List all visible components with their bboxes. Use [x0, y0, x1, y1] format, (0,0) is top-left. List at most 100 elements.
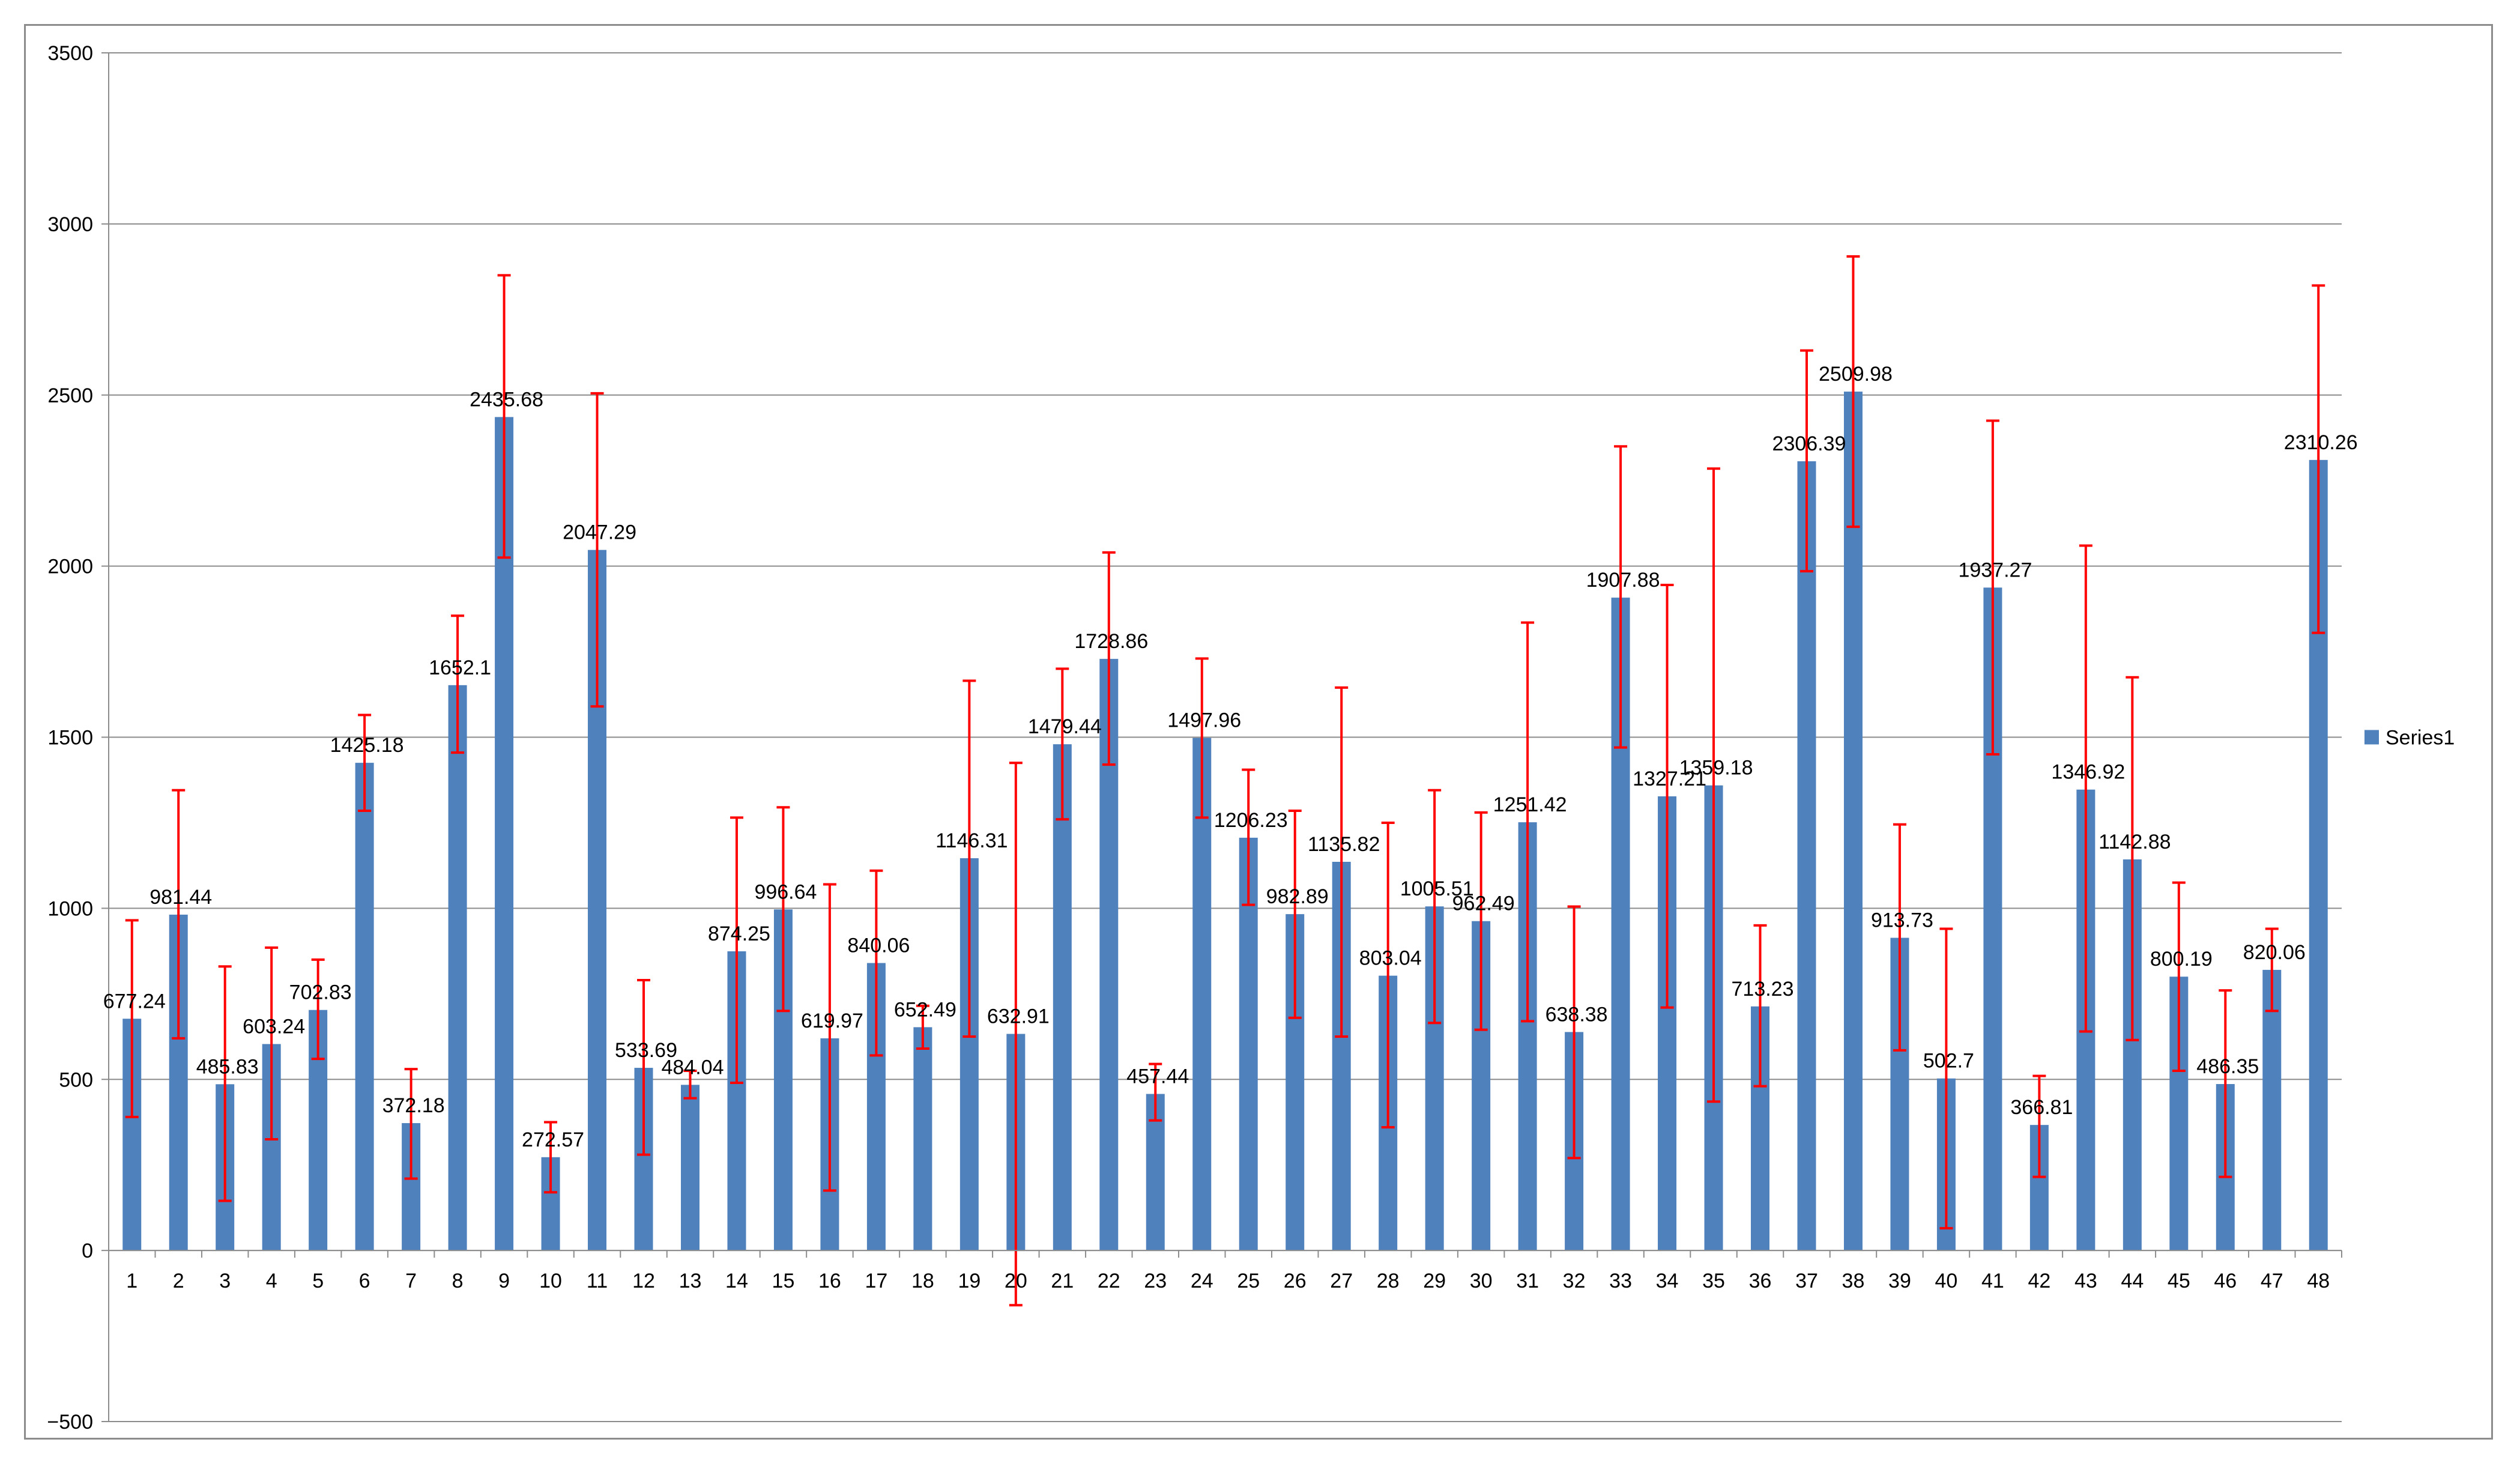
data-label: 874.25 [708, 922, 770, 945]
data-label: 1497.96 [1167, 709, 1241, 732]
x-tick-label: 28 [1377, 1270, 1400, 1292]
x-tick-label: 20 [1005, 1270, 1027, 1292]
data-label: 1206.23 [1214, 809, 1288, 832]
x-tick-label: 39 [1888, 1270, 1911, 1292]
chart-area: −500 0 500 1000 1500 2000 2500 3000 3500 1 2 3 4 5 6 7 8… [24, 24, 2493, 1440]
x-tick-label: 24 [1191, 1270, 1213, 1292]
x-tick-label: 38 [1842, 1270, 1865, 1292]
x-tick-label: 3 [219, 1270, 231, 1292]
bar [1797, 461, 1816, 1251]
bar [448, 685, 467, 1251]
y-tick-label: 3500 [47, 42, 93, 65]
x-tick-label: 2 [173, 1270, 184, 1292]
x-tick-label: 45 [2168, 1270, 2190, 1292]
x-tick-label: 6 [359, 1270, 370, 1292]
x-tick-label: 48 [2307, 1270, 2330, 1292]
bar [355, 763, 374, 1251]
data-label: 820.06 [2243, 941, 2306, 964]
x-tick-label: 37 [1795, 1270, 1818, 1292]
data-label: 1346.92 [2051, 761, 2125, 784]
data-label: 1005.51 [1400, 877, 1474, 900]
data-label: 913.73 [1871, 909, 1933, 932]
x-tick-label: 40 [1935, 1270, 1958, 1292]
x-tick-label: 17 [865, 1270, 887, 1292]
data-label: 996.64 [754, 880, 817, 903]
x-tick-label: 34 [1656, 1270, 1679, 1292]
data-label: 457.44 [1126, 1065, 1189, 1088]
data-label: 2310.26 [2284, 431, 2358, 454]
x-tick-label: 23 [1144, 1270, 1167, 1292]
x-tick-label: 29 [1423, 1270, 1446, 1292]
x-tick-label: 30 [1470, 1270, 1493, 1292]
x-tick-label: 47 [2261, 1270, 2283, 1292]
y-tick-label: 2000 [47, 556, 93, 578]
y-tick-label: 1000 [47, 897, 93, 920]
bar [1239, 837, 1258, 1251]
data-label: 1359.18 [1679, 757, 1753, 780]
bars [122, 392, 2328, 1251]
x-tick-label: 44 [2121, 1270, 2144, 1292]
x-tick-label: 13 [679, 1270, 702, 1292]
x-tick-label: 8 [452, 1270, 464, 1292]
data-label: 1937.27 [1958, 559, 2032, 581]
data-label: 981.44 [150, 886, 212, 909]
data-label: 1728.86 [1074, 630, 1148, 653]
x-tick-label: 31 [1516, 1270, 1539, 1292]
data-label: 486.35 [2196, 1055, 2259, 1078]
data-label: 840.06 [847, 934, 910, 957]
x-tick-label: 25 [1237, 1270, 1260, 1292]
y-tick-label: 1500 [47, 727, 93, 750]
x-tick-label: 14 [725, 1270, 748, 1292]
data-label: 485.83 [196, 1055, 259, 1078]
data-label: 533.69 [615, 1039, 677, 1062]
y-tick-label: −500 [47, 1411, 93, 1434]
x-tick-label: 11 [587, 1270, 608, 1292]
data-label: 632.91 [987, 1005, 1050, 1028]
x-tick-label: 32 [1563, 1270, 1586, 1292]
x-tick-label: 9 [498, 1270, 510, 1292]
legend-label: Series1 [2386, 727, 2455, 750]
bar [1192, 738, 1212, 1251]
data-label: 272.57 [522, 1128, 584, 1151]
error-bars [125, 255, 2325, 1307]
data-label: 366.81 [2010, 1096, 2073, 1119]
y-tick-label: 500 [59, 1068, 93, 1091]
data-label: 603.24 [243, 1015, 305, 1038]
data-label: 372.18 [382, 1094, 445, 1117]
legend-swatch [2364, 730, 2379, 745]
data-label: 1907.88 [1586, 569, 1660, 592]
x-tick-label: 4 [266, 1270, 277, 1292]
bar [913, 1027, 932, 1251]
data-label: 800.19 [2150, 948, 2213, 971]
x-tick-label: 1 [126, 1270, 137, 1292]
x-tick-label: 5 [312, 1270, 324, 1292]
bar [680, 1085, 699, 1251]
data-label: 962.49 [1452, 892, 1515, 915]
data-labels: 677.24 981.44 485.83 603.24 702.83 1425.18 372… [103, 363, 2358, 1151]
x-tick-label: 41 [1981, 1270, 2004, 1292]
data-label: 484.04 [661, 1056, 724, 1079]
data-label: 1327.21 [1633, 768, 1706, 790]
x-tick-label: 46 [2214, 1270, 2237, 1292]
bar [2262, 969, 2282, 1251]
y-tick-label: 0 [82, 1240, 93, 1262]
data-label: 1146.31 [935, 829, 1008, 852]
data-label: 702.83 [289, 981, 352, 1004]
x-tick-label: 18 [911, 1270, 934, 1292]
x-tick-label: 12 [632, 1270, 655, 1292]
x-tick-label: 26 [1284, 1270, 1307, 1292]
y-tick-label: 2500 [47, 384, 93, 407]
data-label: 638.38 [1546, 1003, 1608, 1026]
data-label: 1251.42 [1493, 793, 1567, 816]
x-tick-label: 42 [2028, 1270, 2050, 1292]
data-label: 2435.68 [470, 388, 543, 411]
data-label: 713.23 [1732, 978, 1794, 1001]
x-tick-label: 27 [1330, 1270, 1353, 1292]
data-label: 1479.44 [1028, 715, 1102, 738]
data-label: 1425.18 [330, 734, 404, 757]
x-tick-label: 7 [405, 1270, 417, 1292]
data-label: 502.7 [1923, 1050, 1974, 1073]
data-label: 1142.88 [2098, 831, 2171, 853]
